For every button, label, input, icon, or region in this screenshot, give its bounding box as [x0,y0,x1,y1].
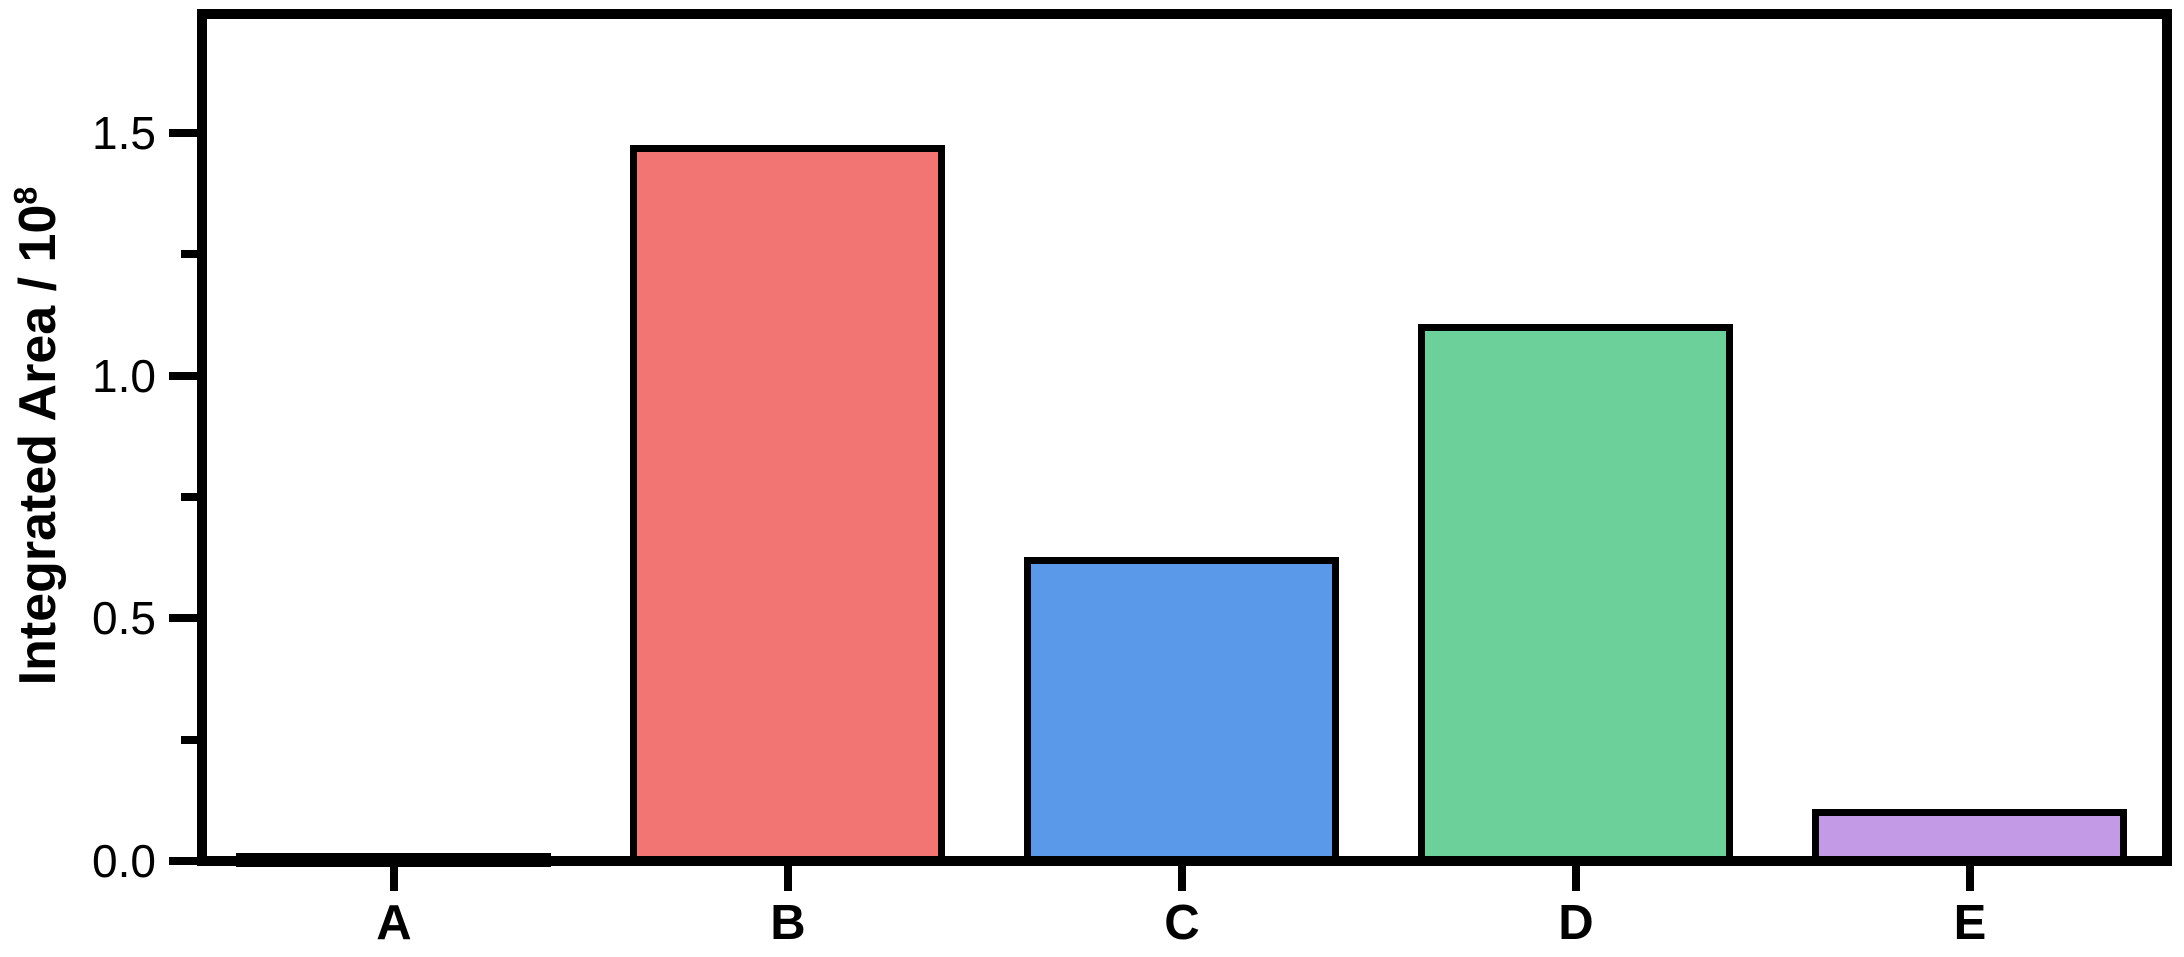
y-axis-title-exponent: 8 [7,186,44,205]
x-tick-label-b: B [770,896,806,950]
x-tick-label-d: D [1558,896,1594,950]
y-axis-title: Integrated Area / 108 [3,0,73,886]
x-tick-label-c: C [1164,896,1200,950]
x-axis-tick-a [390,863,398,891]
y-axis-major-tick-0.0 [169,857,197,865]
bar-c [1024,557,1339,866]
y-axis-major-tick-1.5 [169,129,197,137]
y-tick-label-0.5: 0.5 [92,592,156,644]
y-tick-label-1.0: 1.0 [92,350,156,402]
y-axis-major-tick-1.0 [169,372,197,380]
x-tick-label-a: A [376,896,412,950]
x-tick-label-e: E [1953,896,1987,950]
y-axis-minor-tick [181,493,197,501]
bar-e [1812,809,2127,866]
x-axis-tick-b [784,863,792,891]
y-axis-minor-tick [181,736,197,744]
y-axis-title-text: Integrated Area / 10 [9,204,67,686]
y-axis-minor-tick [181,250,197,258]
x-axis-tick-e [1966,863,1974,891]
x-axis-tick-c [1178,863,1186,891]
y-tick-label-1.5: 1.5 [92,107,156,159]
bar-d [1418,324,1733,866]
y-axis-major-tick-0.5 [169,614,197,622]
x-axis-tick-d [1572,863,1580,891]
bar-b [630,145,945,866]
y-tick-label-0.0: 0.0 [92,835,156,887]
